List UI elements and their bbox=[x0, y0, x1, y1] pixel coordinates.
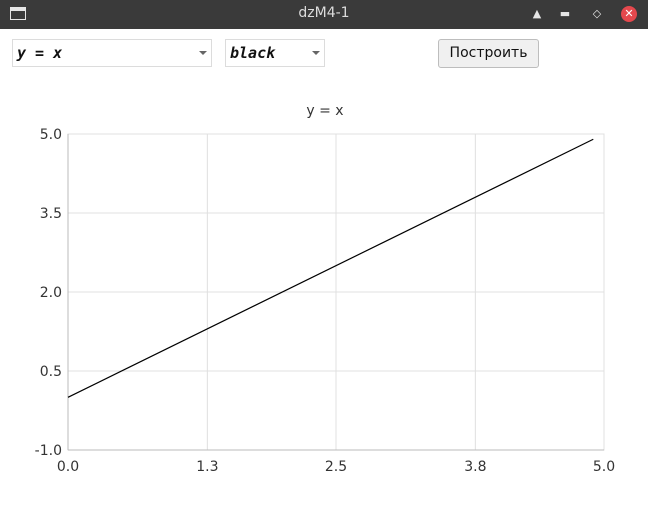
function-select-value: y = x bbox=[17, 44, 63, 62]
chart-title: y = x bbox=[306, 103, 343, 119]
chart-series bbox=[67, 138, 594, 398]
window-icon[interactable] bbox=[10, 7, 26, 20]
y-tick-label: 3.5 bbox=[40, 206, 62, 222]
y-tick-label: -1.0 bbox=[35, 443, 62, 459]
color-select[interactable]: black bbox=[225, 39, 325, 67]
y-tick-label: 2.0 bbox=[40, 285, 62, 301]
chevron-down-icon bbox=[312, 51, 320, 55]
x-tick-label: 0.0 bbox=[57, 459, 79, 475]
minimize-icon[interactable]: ▬ bbox=[559, 7, 571, 20]
chart: y = x 0.0 1.3 2.5 3.8 5.0 5.0 3.5 2.0 0.5 -1.0 bbox=[35, 103, 615, 475]
chart-grid bbox=[67, 133, 605, 451]
close-icon[interactable]: ✕ bbox=[621, 6, 637, 22]
color-select-value: black bbox=[230, 44, 276, 62]
function-select[interactable]: y = x bbox=[12, 39, 212, 67]
series-line bbox=[67, 138, 594, 398]
chart-axes: 0.0 1.3 2.5 3.8 5.0 5.0 3.5 2.0 0.5 -1.0 bbox=[35, 127, 615, 475]
window-title: dzM4-1 bbox=[298, 5, 350, 21]
plot-button[interactable]: Построить bbox=[438, 39, 539, 68]
keep-above-icon[interactable]: ▲ bbox=[532, 7, 542, 20]
chevron-down-icon bbox=[199, 51, 207, 55]
x-tick-label: 2.5 bbox=[325, 459, 347, 475]
x-tick-label: 5.0 bbox=[593, 459, 615, 475]
x-tick-label: 3.8 bbox=[464, 459, 486, 475]
y-tick-label: 0.5 bbox=[40, 364, 62, 380]
x-tick-label: 1.3 bbox=[196, 459, 218, 475]
y-tick-label: 5.0 bbox=[40, 127, 62, 143]
title-bar[interactable]: dzM4-1 ▲ ▬ ◇ ✕ bbox=[0, 0, 648, 29]
maximize-icon[interactable]: ◇ bbox=[592, 7, 602, 20]
